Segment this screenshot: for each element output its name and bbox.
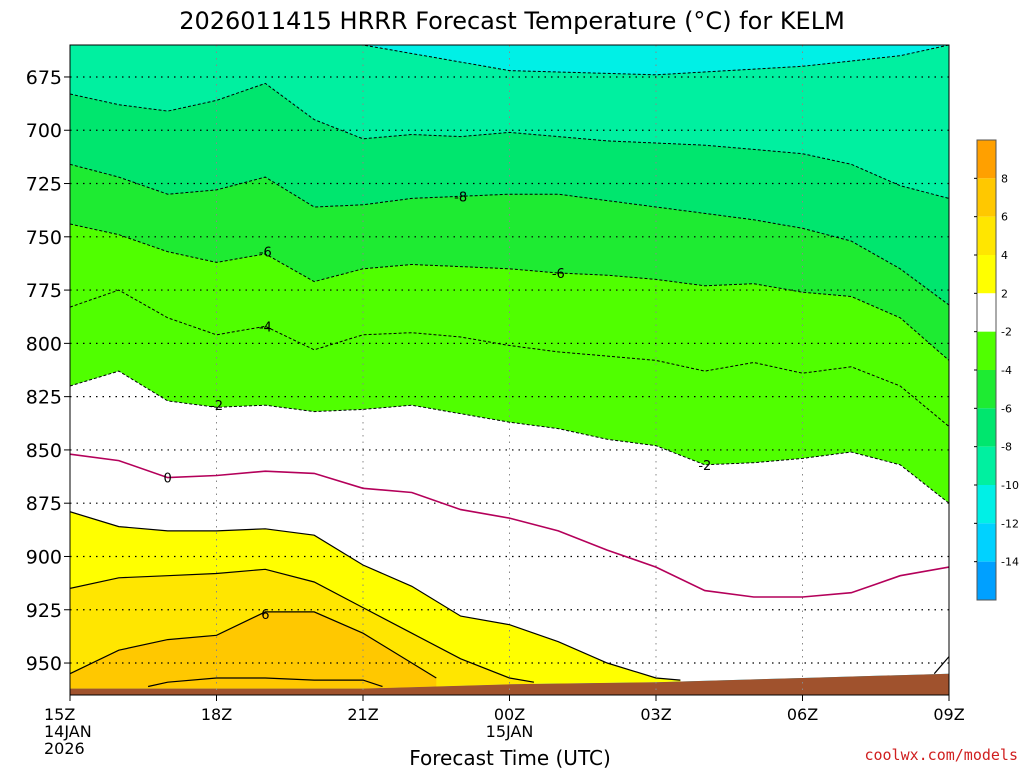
colorbar-label: -10 (1001, 479, 1019, 492)
colorbar-label: -4 (1001, 364, 1012, 377)
y-tick-label: 875 (26, 493, 62, 515)
x-tick-label: 15Z (44, 705, 75, 724)
isotherm-p2 (70, 511, 681, 681)
colorbar-swatch (977, 216, 996, 255)
temperature-band-m12 (70, 45, 949, 199)
temperature-band-m8 (70, 164, 949, 361)
y-tick-label: 925 (26, 600, 62, 622)
colorbar-label: -14 (1001, 556, 1019, 569)
isotherm-m4 (70, 289, 949, 427)
x-tick-label: 14JAN (44, 722, 92, 741)
contour-label: -2 (698, 459, 711, 474)
isotherm-m2 (70, 370, 949, 504)
isotherm-z0 (70, 453, 949, 598)
x-tick-label: 15JAN (486, 722, 534, 741)
y-tick-label: 850 (26, 440, 62, 462)
y-tick-label: 700 (26, 120, 62, 142)
x-tick-label: 21Z (347, 705, 378, 724)
temperature-band-p6 (70, 611, 437, 689)
colorbar-label: -2 (1001, 326, 1012, 339)
y-tick-label: 775 (26, 280, 62, 302)
temperature-band-top (70, 45, 949, 75)
y-tick-label: 675 (26, 67, 62, 89)
colorbar-swatch (977, 561, 996, 600)
contour-label: -8 (454, 190, 467, 205)
colorbar-swatch (977, 255, 996, 294)
isotherm-p6 (70, 611, 437, 679)
y-tick-label: 825 (26, 387, 62, 409)
y-tick-label: 725 (26, 174, 62, 196)
colorbar-swatch (977, 408, 996, 447)
colorbar-label: 4 (1001, 249, 1008, 262)
contour-label: -2 (210, 399, 223, 414)
isotherm-p2b (933, 656, 949, 675)
colorbar-swatch (977, 370, 996, 409)
contour-label: -6 (259, 246, 272, 261)
y-axis: 675 700 725 750 775 800 825 850 875 900 925 950 (26, 67, 70, 675)
colorbar-swatch (977, 293, 996, 332)
y-tick-label: 800 (26, 333, 62, 355)
colorbar-swatch (977, 331, 996, 370)
colorbar-label: -12 (1001, 517, 1019, 530)
x-tick-label: 2026 (44, 739, 85, 758)
contour-label: -4 (259, 320, 272, 335)
contour-labels: -8 -6 -6 -4 -2 -2 0 6 (164, 190, 712, 623)
x-tick-label: 18Z (201, 705, 232, 724)
colorbar-swatch (977, 178, 996, 217)
isotherm-m6 (70, 223, 949, 361)
ground-terrain (70, 673, 949, 695)
colorbar-label: -8 (1001, 441, 1012, 454)
colorbar-label: 2 (1001, 287, 1008, 300)
colorbar-swatch (977, 140, 996, 179)
x-tick-label: 09Z (933, 705, 964, 724)
chart-title: 2026011415 HRRR Forecast Temperature (°C… (179, 7, 845, 35)
x-tick-label: 06Z (787, 705, 818, 724)
colorbar-label: -6 (1001, 402, 1012, 415)
colorbar: -14 -12 -10 -8 -6 -4 -2 2 4 6 8 (974, 139, 1019, 601)
colorbar-swatch (977, 485, 996, 524)
x-tick-label: 00Z (494, 705, 525, 724)
watermark: coolwx.com/models (864, 746, 1018, 764)
y-tick-label: 900 (26, 546, 62, 568)
isotherm-m8 (70, 163, 949, 306)
contour-label: -6 (552, 267, 565, 282)
temperature-band-m10 (70, 83, 949, 306)
y-tick-label: 750 (26, 227, 62, 249)
isotherm-m10 (70, 82, 949, 199)
y-tick-label: 950 (26, 653, 62, 675)
colorbar-swatch (977, 446, 996, 485)
isotherm-p8 (147, 677, 383, 688)
isotherm-lines (70, 45, 949, 688)
grid-lines (70, 45, 949, 695)
contour-label: 6 (261, 608, 269, 623)
colorbar-label: 6 (1001, 211, 1008, 224)
contour-label: 0 (164, 472, 172, 487)
colorbar-swatch (977, 523, 996, 562)
x-tick-label: 03Z (640, 705, 671, 724)
isotherm-p4 (70, 568, 535, 683)
x-axis-title: Forecast Time (UTC) (409, 746, 611, 768)
plot-area (70, 45, 949, 695)
colorbar-label: 8 (1001, 172, 1008, 185)
